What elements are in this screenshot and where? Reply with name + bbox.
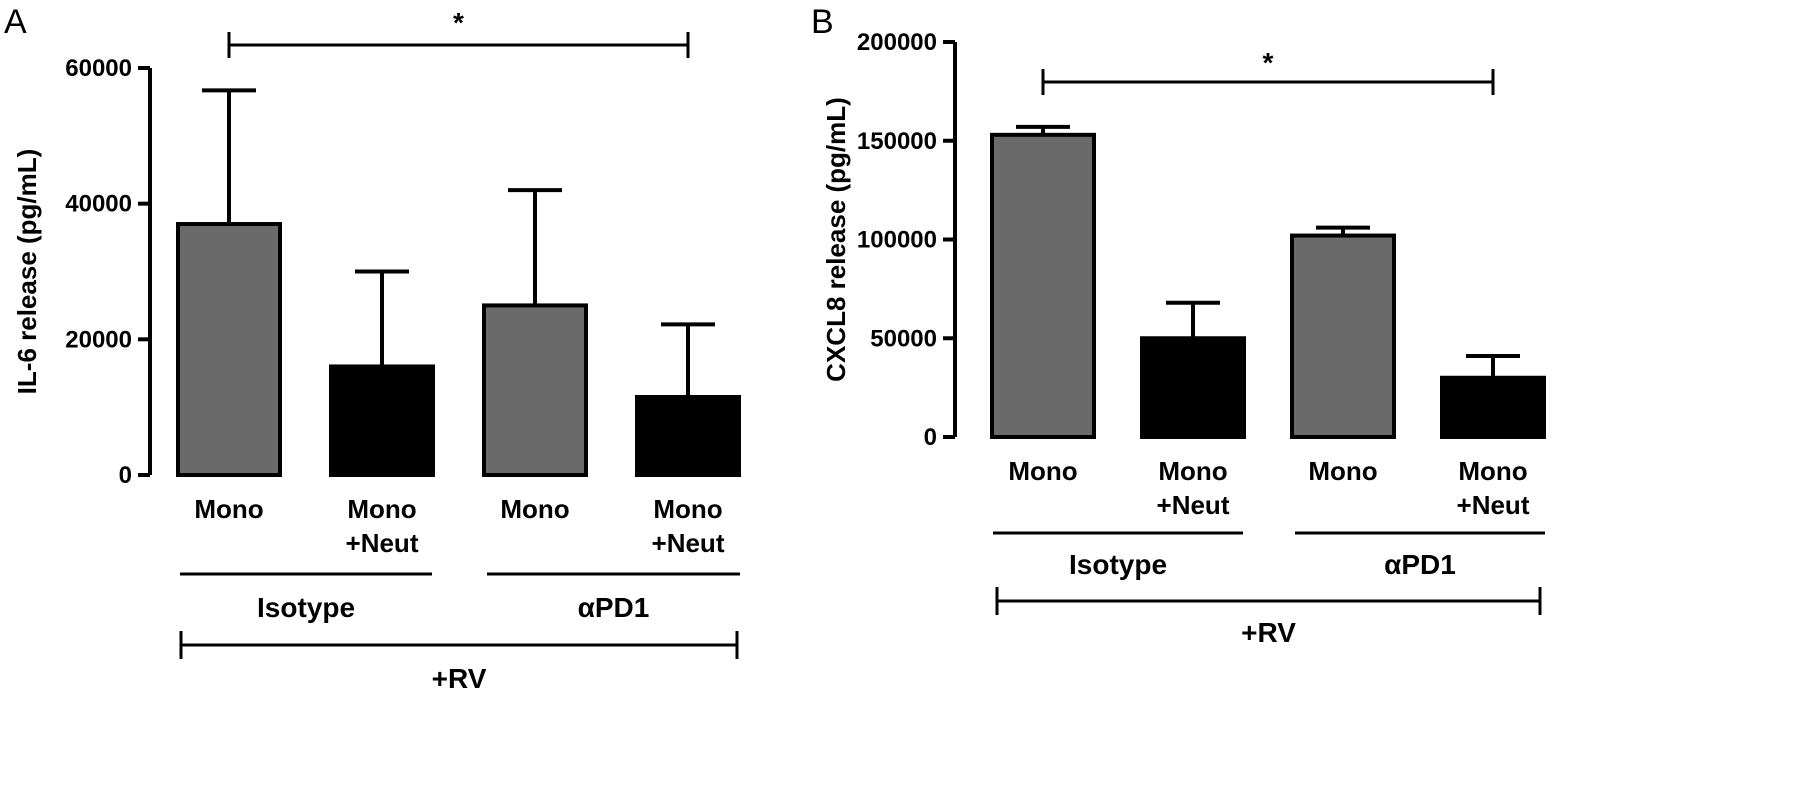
panel-a-group-label: Isotype xyxy=(257,592,355,623)
panel-a-letter: A xyxy=(4,3,27,41)
panel-a-bar xyxy=(176,222,282,477)
panel-b-group-label: αPD1 xyxy=(1384,549,1456,580)
panel-a-group-label: αPD1 xyxy=(578,592,650,623)
panel-b-y-tick-label: 50000 xyxy=(870,325,937,352)
panel-b-y-tick-label: 0 xyxy=(924,424,937,451)
panel-a-category-label: Mono xyxy=(500,494,569,524)
panel-b-y-axis-title: CXCL8 release (pg/mL) xyxy=(821,97,851,382)
panel-b-group-label: Isotype xyxy=(1069,549,1167,580)
panel-b-bar xyxy=(1440,375,1546,439)
panel-b-bar xyxy=(990,132,1096,439)
panel-a-category-label: +Neut xyxy=(652,528,725,558)
panel-b-category-label: Mono xyxy=(1008,456,1077,486)
panel-b-significance-star: * xyxy=(1263,47,1274,78)
panel-a-y-tick-label: 0 xyxy=(119,462,132,489)
panel-a-significance-star: * xyxy=(453,7,464,38)
panel-a-rv-label: +RV xyxy=(432,663,487,694)
panel-b-rv-label: +RV xyxy=(1241,617,1296,648)
panel-b-category-label: Mono xyxy=(1308,456,1377,486)
panel-b-y-tick-label: 100000 xyxy=(857,227,937,254)
panel-b-y-tick-label: 200000 xyxy=(857,29,937,56)
panel-b-y-tick-label: 150000 xyxy=(857,128,937,155)
panel-a-category-label: Mono xyxy=(194,494,263,524)
panel-a-bar xyxy=(329,364,435,478)
panel-b-category-label: Mono xyxy=(1158,456,1227,486)
panel-b-category-label: Mono xyxy=(1458,456,1527,486)
panel-b-bar xyxy=(1290,233,1396,439)
panel-a-y-axis-title: IL-6 release (pg/mL) xyxy=(12,149,42,395)
panel-a-category-label: Mono xyxy=(347,494,416,524)
panel-b-category-label: +Neut xyxy=(1457,490,1530,520)
panel-a-y-tick-label: 60000 xyxy=(65,55,132,82)
panel-a-y-tick-label: 20000 xyxy=(65,326,132,353)
panel-a-bar xyxy=(482,303,588,477)
panel-a-category-label: Mono xyxy=(653,494,722,524)
panel-a-bar xyxy=(635,394,741,477)
panel-a-y-tick-label: 40000 xyxy=(65,191,132,218)
panel-a-category-label: +Neut xyxy=(346,528,419,558)
panel-b-letter: B xyxy=(811,3,834,41)
panel-b-bar xyxy=(1140,336,1246,439)
panel-b-category-label: +Neut xyxy=(1157,490,1230,520)
